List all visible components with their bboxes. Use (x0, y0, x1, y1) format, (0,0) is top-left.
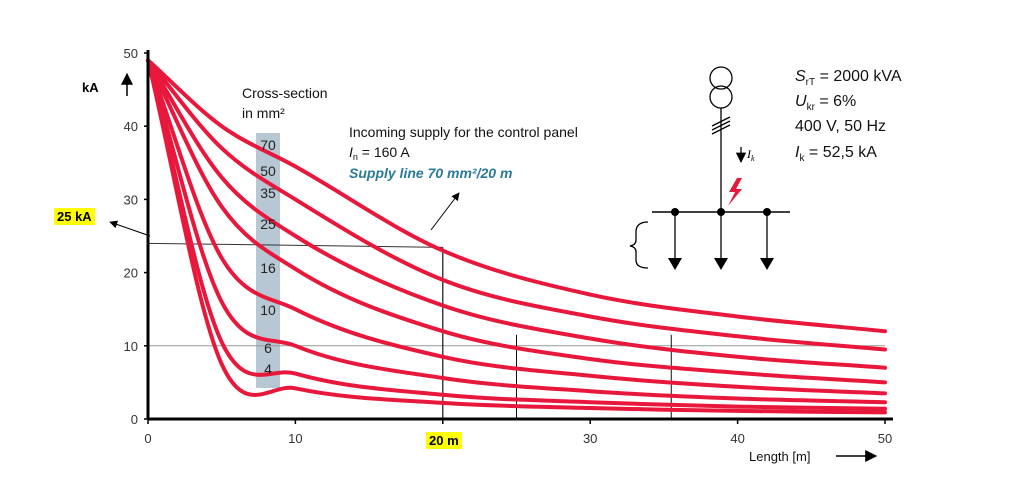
fault-lightning-icon (728, 178, 742, 206)
curve-16mm2 (146, 58, 887, 396)
x-tick-label: 30 (583, 431, 597, 446)
svg-text:SrT = 2000 kVA: SrT = 2000 kVA (795, 68, 902, 88)
cross-section-value: 35 (260, 185, 276, 201)
cross-section-value: 25 (260, 216, 276, 232)
cross-section-value: 50 (260, 163, 276, 179)
ref-line-guide (147, 242, 443, 248)
highlight-25ka: 25 kA (54, 208, 95, 225)
x-tick-label: 0 (144, 431, 151, 446)
curves-group (146, 58, 887, 415)
cross-section-value: 16 (260, 260, 276, 276)
rated-current-label: In = 160 A (349, 144, 410, 162)
y-tick-label: 50 (124, 46, 138, 61)
y-tick-label: 30 (124, 192, 138, 207)
incoming-supply-label: Incoming supply for the control panel (349, 124, 578, 140)
cross-section-value: 70 (260, 137, 276, 153)
y-tick-label: 0 (131, 412, 138, 427)
cross-section-title: Cross-section (242, 85, 328, 101)
y-tick-label: 10 (124, 339, 138, 354)
transformer-data: SrT = 2000 kVA Ukr = 6% 400 V, 50 Hz Ik … (795, 68, 902, 164)
curve-10mm2 (146, 58, 887, 405)
y-tick-label: 40 (124, 119, 138, 134)
curve-4mm2 (146, 58, 887, 415)
supply-line-label: Supply line 70 mm²/20 m (349, 165, 512, 181)
curve-35mm2 (146, 58, 887, 370)
svg-text:Ik = 52,5 kA: Ik = 52,5 kA (795, 144, 877, 164)
supply-pointer-arrow (430, 192, 460, 231)
diagram-ik-label: Ik (746, 147, 755, 163)
ka-pointer-arrow (109, 220, 151, 237)
x-axis-title: Length [m] (749, 449, 810, 464)
x-tick-label: 10 (288, 431, 302, 446)
curve-6mm2 (146, 58, 887, 411)
diagram-dots (668, 208, 774, 270)
svg-text:400 V, 50 Hz: 400 V, 50 Hz (795, 118, 886, 135)
feeder-brace (629, 221, 649, 269)
curve-70mm2 (146, 58, 887, 334)
x-tick-label: 50 (878, 431, 892, 446)
single-line-diagram (629, 66, 790, 269)
highlight-20m: 20 m (426, 432, 462, 449)
curve-50mm2 (146, 58, 887, 352)
curve-25mm2 (146, 58, 887, 385)
cross-section-labels: 70 50 35 25 16 10 6 4 (260, 137, 276, 377)
axis-ticks: 0 10 20 30 40 50 0 10 30 40 50 (124, 46, 893, 446)
cross-section-value: 10 (260, 302, 276, 318)
cross-section-value: 4 (264, 361, 272, 377)
cross-section-value: 6 (264, 340, 272, 356)
svg-text:Ukr = 6%: Ukr = 6% (795, 93, 856, 113)
transformer-winding-top (709, 66, 733, 90)
x-tick-label: 40 (730, 431, 744, 446)
cross-section-unit: in mm² (242, 105, 285, 121)
y-tick-label: 20 (124, 266, 138, 281)
y-unit-label: kA (82, 80, 99, 95)
